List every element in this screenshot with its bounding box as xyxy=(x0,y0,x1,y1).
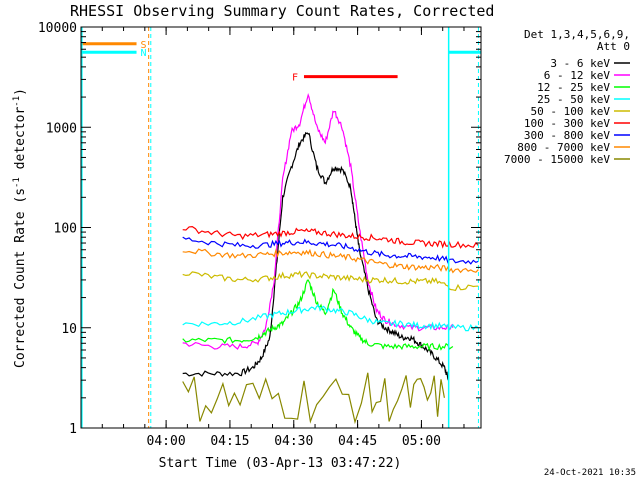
y-axis-label-part: Corrected Count Rate (s xyxy=(13,188,28,368)
series-line xyxy=(182,279,454,352)
legend-entry-label: 3 - 6 keV xyxy=(550,57,610,70)
legend-entry-label: 7000 - 15000 keV xyxy=(504,153,610,166)
x-axis-label: Start Time (03-Apr-13 03:47:22) xyxy=(159,456,402,471)
plot-frame xyxy=(80,26,482,429)
y-tick-label: 10000 xyxy=(38,21,77,36)
series-line xyxy=(182,372,445,425)
series-line xyxy=(182,236,479,265)
legend-entry-label: 800 - 7000 keV xyxy=(517,141,610,154)
attenuator-mark-label: N xyxy=(141,48,147,59)
marks-layer: SN F xyxy=(81,27,481,428)
series-line xyxy=(182,131,450,381)
y-axis-label-part: ) xyxy=(13,88,28,96)
y-tick-label: 1 xyxy=(69,422,77,437)
x-tick-label: 04:00 xyxy=(147,434,186,449)
axes-layer: 04:00 04:15 04:30 04:45 05:00 1 10 100 1000 10000 xyxy=(38,21,482,449)
y-axis-label-sup: -1 xyxy=(12,177,22,188)
y-tick-label: 100 xyxy=(54,222,77,237)
legend-header: Det 1,3,4,5,6,9, xyxy=(524,28,630,41)
y-axis-label-sup: -1 xyxy=(12,96,22,107)
y-axis-label-part: detector xyxy=(13,107,28,178)
series-line xyxy=(182,270,479,292)
series-line xyxy=(182,93,454,350)
attenuator-mark-label: S xyxy=(141,40,147,51)
chart-title: RHESSI Observing Summary Count Rates, Co… xyxy=(70,2,494,20)
legend-entry-label: 6 - 12 keV xyxy=(544,69,611,82)
series-layer xyxy=(182,93,479,425)
legend-entry-label: 12 - 25 keV xyxy=(537,81,610,94)
x-tick-label: 05:00 xyxy=(402,434,441,449)
x-tick-label: 04:15 xyxy=(210,434,249,449)
x-tick-label: 04:45 xyxy=(338,434,377,449)
series-line xyxy=(182,248,479,274)
legend-entry-label: 300 - 800 keV xyxy=(524,129,610,142)
x-tick-label: 04:30 xyxy=(274,434,313,449)
legend-entry-label: 50 - 100 keV xyxy=(531,105,611,118)
series-line xyxy=(182,303,479,332)
legend-header: Att 0 xyxy=(597,40,630,53)
y-tick-label: 1000 xyxy=(46,121,77,136)
series-line xyxy=(182,225,479,249)
legend-entry-label: 100 - 300 keV xyxy=(524,117,610,130)
y-tick-label: 10 xyxy=(61,322,77,337)
flare-mark-label: F xyxy=(292,73,298,84)
legend-entry-label: 25 - 50 keV xyxy=(537,93,610,106)
y-axis-label: Corrected Count Rate (s-1 detector-1) xyxy=(12,88,28,368)
footer-date: 24-Oct-2021 10:35 xyxy=(544,468,636,478)
